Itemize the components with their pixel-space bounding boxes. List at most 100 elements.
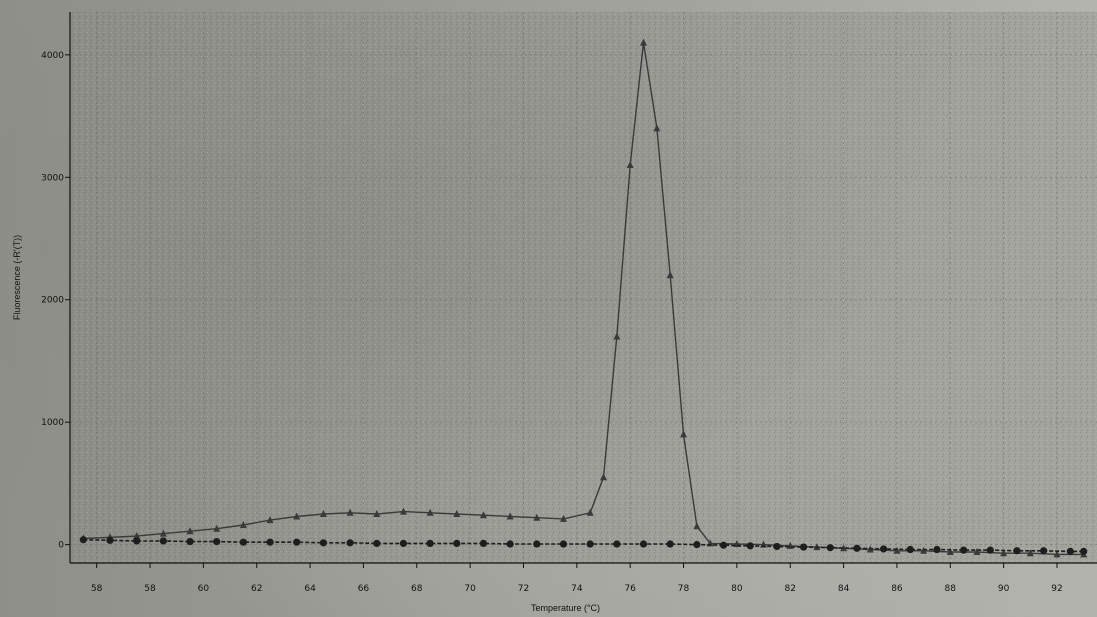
- data-point: [213, 537, 221, 546]
- data-point: [106, 536, 114, 544]
- data-point: [640, 38, 648, 46]
- data-point: [319, 510, 327, 518]
- x-tick-label: 66: [358, 584, 370, 594]
- data-point: [239, 538, 247, 546]
- data-point: [426, 508, 434, 516]
- data-point: [613, 332, 621, 340]
- data-point: [879, 545, 888, 553]
- data-point: [533, 513, 541, 521]
- data-point: [1013, 547, 1021, 555]
- tick-labels: 58 58 60 62 64 66 68 70 72 74 76 78 80 82 84 86 88 90 92 0 1…: [41, 51, 1063, 594]
- x-tick-label: 70: [464, 584, 476, 594]
- data-point: [666, 271, 674, 279]
- data-point: [186, 527, 194, 535]
- data-point: [453, 510, 461, 518]
- x-tick-label: 60: [198, 584, 210, 594]
- data-point: [559, 540, 568, 548]
- data-point: [453, 539, 461, 548]
- data-point: [213, 524, 221, 532]
- data-point: [533, 540, 541, 548]
- x-tick-label: 74: [571, 584, 583, 594]
- data-point: [186, 537, 194, 546]
- data-point: [133, 537, 141, 545]
- series-2: [79, 536, 1088, 555]
- data-point: [666, 540, 674, 548]
- data-point: [346, 508, 354, 516]
- data-point: [813, 543, 821, 551]
- data-point: [986, 546, 994, 554]
- data-point: [506, 540, 514, 548]
- data-point: [693, 541, 701, 549]
- data-point: [826, 544, 834, 552]
- y-tick-label: 0: [58, 541, 64, 551]
- data-point: [266, 538, 274, 546]
- x-tick-label: 78: [678, 584, 690, 594]
- data-point: [559, 514, 567, 522]
- x-tick-label: 92: [1051, 584, 1062, 594]
- x-tick-label: 72: [518, 584, 529, 594]
- x-tick-label: 64: [304, 584, 316, 594]
- x-tick-label: 58: [144, 584, 156, 594]
- x-tick-label: 90: [998, 584, 1010, 594]
- x-tick-label: 76: [624, 584, 636, 594]
- x-tick-label: 88: [945, 584, 957, 594]
- x-tick-label: 68: [411, 584, 423, 594]
- data-point: [159, 529, 167, 537]
- y-tick-label: 2000: [41, 296, 64, 306]
- x-tick-label: 62: [251, 584, 262, 594]
- y-tick-label: 1000: [41, 418, 64, 428]
- y-axis-title: Fluorescence (-R'(T)): [12, 235, 22, 320]
- data-point: [840, 544, 848, 552]
- data-point: [133, 532, 141, 540]
- data-point: [586, 540, 594, 548]
- grid: [70, 12, 1097, 563]
- data-point: [960, 546, 968, 554]
- axes: [65, 12, 1097, 568]
- data-point: [613, 540, 621, 548]
- data-point: [293, 538, 301, 546]
- y-tick-label: 4000: [41, 51, 64, 61]
- x-tick-label: 58: [91, 584, 103, 594]
- x-tick-label: 86: [891, 584, 903, 594]
- data-point: [973, 547, 981, 555]
- data-point: [639, 540, 648, 548]
- data-point: [906, 545, 914, 554]
- data-point: [746, 542, 754, 550]
- data-point: [600, 473, 608, 481]
- data-point: [479, 511, 487, 519]
- data-point: [479, 539, 488, 548]
- data-point: [693, 522, 701, 530]
- data-point: [626, 161, 634, 169]
- data-point: [773, 542, 781, 551]
- data-point: [1040, 547, 1048, 555]
- data-point: [653, 124, 661, 132]
- data-point: [373, 539, 381, 548]
- data-point: [266, 516, 274, 524]
- x-tick-label: 80: [731, 584, 743, 594]
- data-point: [399, 539, 408, 548]
- data-point: [346, 539, 354, 547]
- x-axis-title: Temperature (°C): [531, 603, 600, 613]
- data-point: [79, 536, 87, 544]
- data-point: [1000, 549, 1008, 557]
- data-point: [319, 539, 328, 547]
- data-point: [799, 543, 808, 551]
- series-group: [79, 38, 1088, 558]
- data-point: [506, 512, 514, 520]
- data-point: [680, 430, 688, 438]
- data-point: [1053, 550, 1061, 558]
- data-point: [893, 546, 901, 554]
- data-point: [293, 512, 301, 520]
- data-point: [399, 507, 407, 515]
- data-point: [1026, 549, 1034, 557]
- data-point: [853, 544, 861, 552]
- data-point: [1066, 547, 1074, 555]
- data-point: [239, 521, 247, 529]
- data-point: [933, 545, 941, 554]
- data-point: [1080, 547, 1088, 555]
- data-point: [373, 510, 381, 518]
- x-tick-label: 82: [785, 584, 796, 594]
- data-point: [159, 537, 167, 545]
